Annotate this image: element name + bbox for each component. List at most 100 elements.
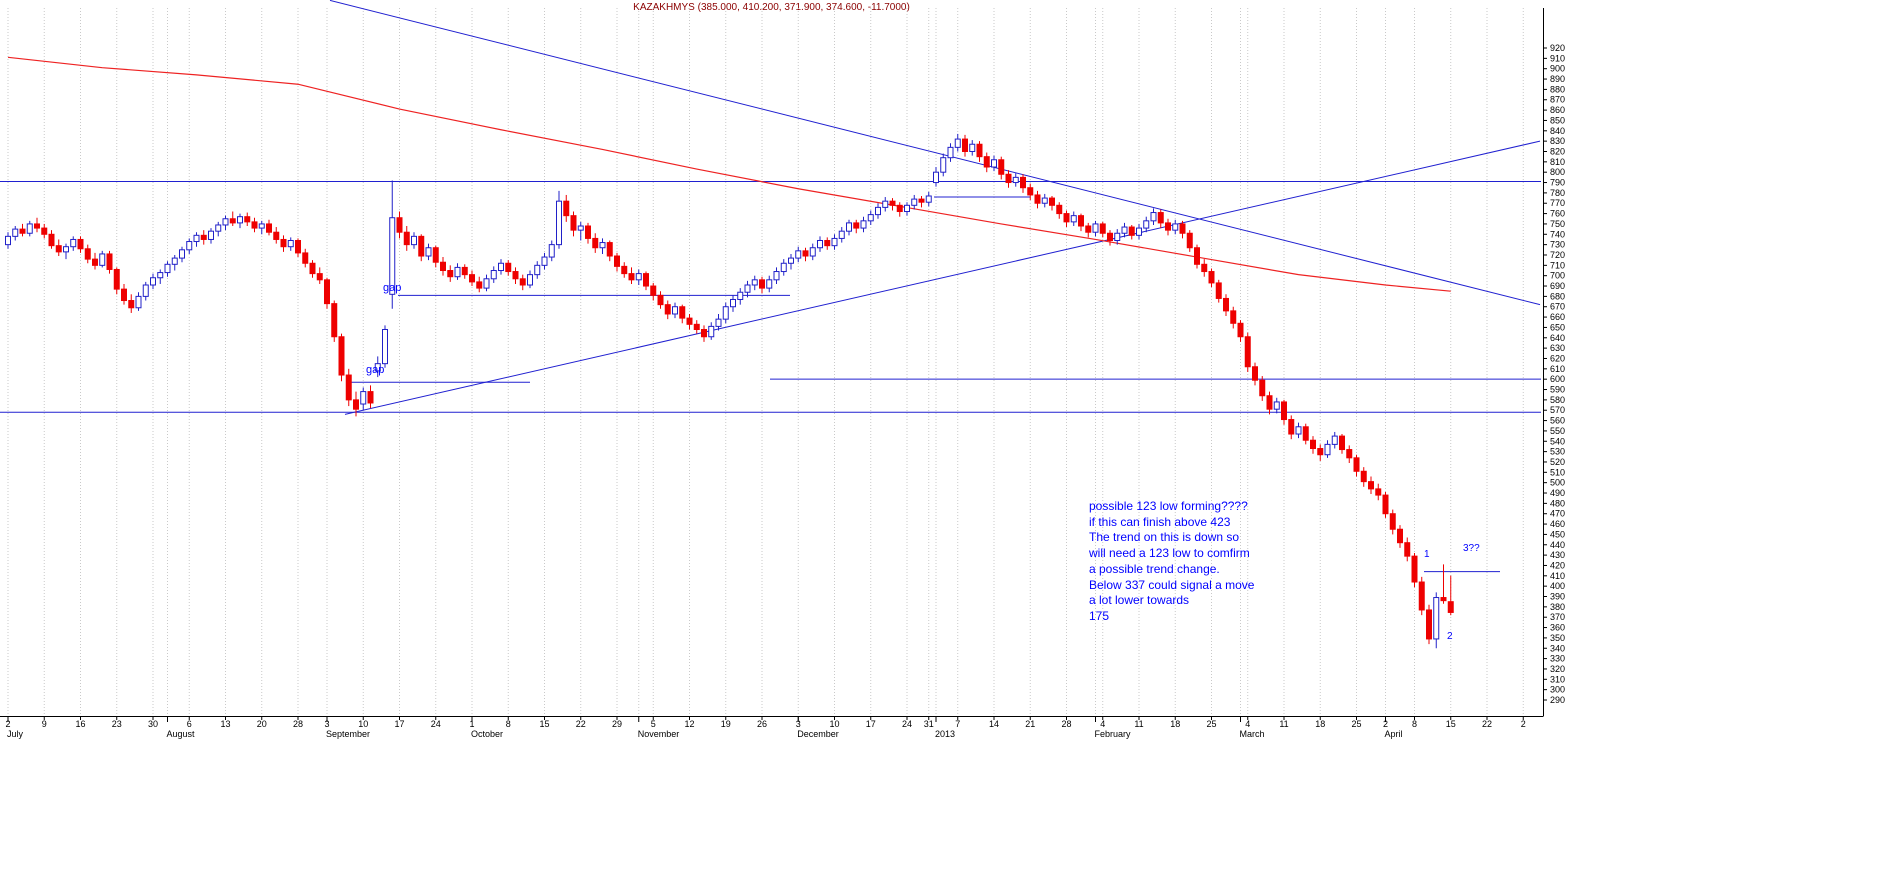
candle-up — [911, 198, 918, 206]
y-axis-tick-label: 800 — [1550, 167, 1565, 177]
horizontal-lines — [0, 181, 1541, 573]
candle-down — [1302, 426, 1309, 441]
candle-down — [251, 221, 258, 229]
x-axis-week-label: 10 — [358, 719, 368, 729]
candle-down — [976, 143, 983, 158]
x-axis-week-label: 2 — [5, 719, 10, 729]
chart-title: KAZAKHMYS (385.000, 410.200, 371.900, 37… — [633, 2, 910, 13]
candle-down — [962, 138, 968, 152]
candle-up — [722, 306, 729, 320]
y-axis-tick-label: 790 — [1550, 178, 1565, 188]
candle-down — [92, 258, 98, 266]
gap-label: gap — [383, 282, 401, 294]
y-axis-tick-label: 540 — [1550, 436, 1565, 446]
candle-down — [1353, 457, 1360, 472]
candle-up — [1012, 176, 1019, 184]
y-axis-tick-label: 450 — [1550, 529, 1565, 539]
candle-up — [1172, 223, 1179, 231]
y-axis-tick-label: 380 — [1550, 602, 1565, 612]
candle-up — [389, 217, 396, 295]
y-axis-tick-label: 720 — [1550, 250, 1565, 260]
candle-up — [882, 200, 889, 208]
x-axis-week-label: 15 — [1446, 719, 1456, 729]
candle-up — [991, 159, 997, 168]
y-axis-tick-label: 830 — [1550, 136, 1565, 146]
x-axis-week-label: 13 — [220, 719, 230, 729]
candle-up — [1150, 212, 1157, 222]
candle-down — [324, 279, 330, 305]
moving-average-line — [7, 56, 1451, 292]
y-axis-tick-label: 500 — [1550, 478, 1565, 488]
candle-up — [454, 266, 461, 278]
y-axis-tick-label: 630 — [1550, 343, 1565, 353]
candle-down — [679, 306, 686, 319]
x-axis-week-label: 1 — [469, 719, 474, 729]
x-axis-week-label: 4 — [1100, 719, 1105, 729]
candle-down — [266, 223, 272, 233]
y-axis-tick-label: 390 — [1550, 592, 1565, 602]
candle-up — [831, 237, 838, 247]
candle-down — [403, 231, 410, 246]
candle-down — [606, 242, 613, 257]
x-axis-month-label: October — [471, 729, 503, 739]
candle-down — [505, 262, 512, 273]
y-axis-tick-label: 340 — [1550, 643, 1565, 653]
candle-down — [113, 268, 120, 290]
candle-down — [1215, 282, 1222, 299]
y-axis-tick-label: 690 — [1550, 281, 1565, 291]
candle-down — [983, 156, 990, 168]
candle-down — [918, 198, 925, 203]
y-axis-tick-label: 890 — [1550, 74, 1565, 84]
candle-up — [1295, 426, 1302, 435]
candle-up — [1092, 223, 1099, 233]
y-axis-tick-label: 650 — [1550, 322, 1565, 332]
candle-up — [26, 223, 33, 234]
y-axis-tick-label: 680 — [1550, 291, 1565, 301]
candle-up — [635, 273, 642, 281]
candle-down — [614, 255, 620, 267]
y-axis-tick-label: 370 — [1550, 612, 1565, 622]
candle-up — [425, 247, 432, 257]
y-axis-tick-label: 600 — [1550, 374, 1565, 384]
candle-down — [1310, 439, 1316, 450]
x-axis-week-label: 2 — [1521, 719, 1526, 729]
candle-down — [1085, 225, 1092, 233]
candle-down — [309, 262, 316, 275]
x-axis-labels: 2 9 16 23 30 6 13 20 28 3 10 17 24 1 8 15 22 29 5 12 19 26 3 10… — [5, 716, 1526, 739]
trendlines — [329, 0, 1541, 415]
candle-down — [302, 252, 309, 264]
x-axis-month-label: November — [638, 729, 680, 739]
candle-down — [1317, 448, 1324, 456]
x-axis-month-label: March — [1240, 729, 1265, 739]
y-axis-tick-label: 490 — [1550, 488, 1565, 498]
candle-down — [1099, 223, 1106, 234]
candle-down — [592, 237, 599, 249]
candle-down — [998, 159, 1005, 175]
y-axis-tick-label: 610 — [1550, 364, 1565, 374]
candle-down — [106, 253, 113, 270]
candle-down — [1208, 271, 1215, 284]
x-axis-week-label: 30 — [148, 719, 158, 729]
candle-down — [1194, 247, 1200, 265]
candle-down — [1107, 232, 1113, 241]
candle-up — [867, 214, 874, 222]
x-axis-week-label: 7 — [955, 719, 960, 729]
candle-up — [150, 277, 156, 286]
candle-down — [1252, 366, 1258, 381]
y-axis-tick-label: 510 — [1550, 467, 1565, 477]
candle-down — [1049, 197, 1055, 206]
candle-up — [179, 249, 185, 259]
candle-up — [933, 171, 939, 184]
x-axis-week-label: 15 — [539, 719, 549, 729]
candle-down — [563, 200, 570, 217]
candle-up — [904, 204, 910, 213]
candle-down — [1281, 401, 1287, 421]
candle-down — [1078, 215, 1084, 227]
candle-down — [824, 239, 831, 247]
candle-up — [809, 247, 816, 257]
candle-down — [1259, 379, 1266, 397]
candle-down — [1063, 213, 1070, 223]
candle-down — [316, 273, 323, 281]
x-axis-week-label: 17 — [866, 719, 876, 729]
